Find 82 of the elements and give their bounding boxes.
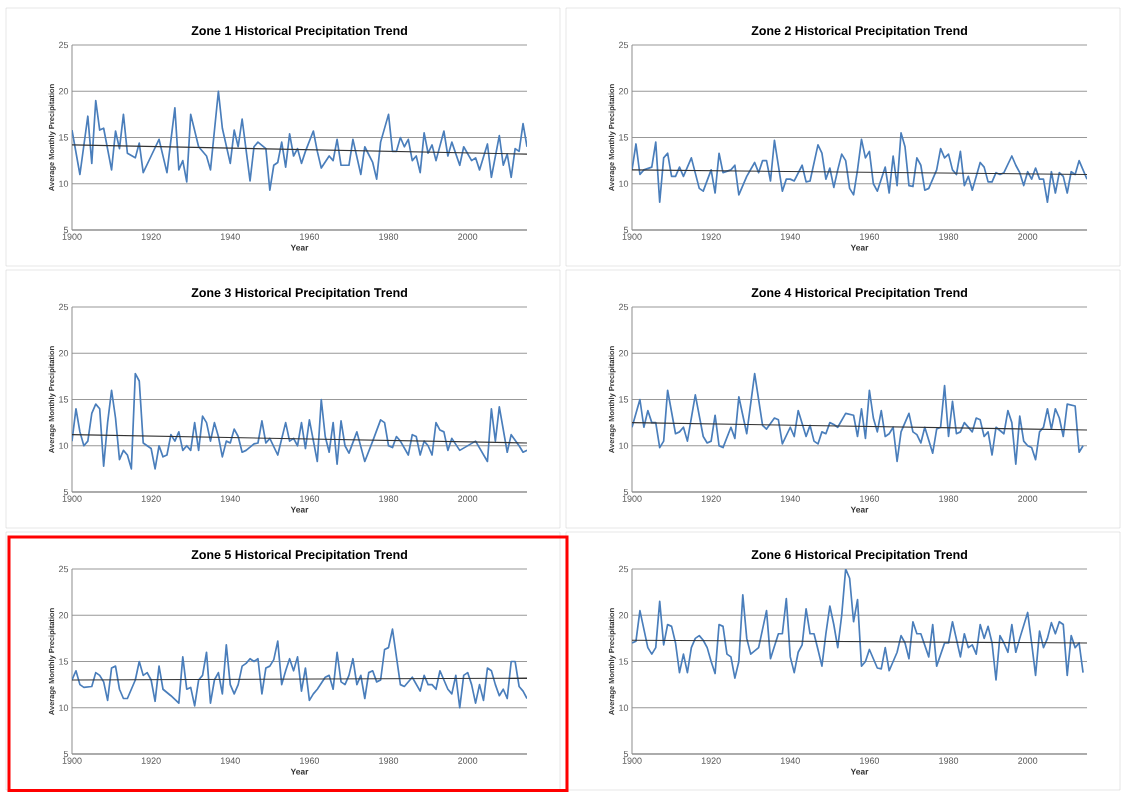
x-tick-label: 1940 [780,233,800,240]
chart-title: Zone 1 Historical Precipitation Trend [191,25,407,38]
x-tick-label: 1920 [701,495,721,502]
y-tick-label: 10 [59,704,69,711]
x-tick-label: 1900 [622,233,642,240]
x-tick-label: 1920 [701,233,721,240]
x-tick-label: 1980 [939,233,959,240]
line-series [72,372,528,470]
y-tick-label: 5 [63,488,69,496]
y-tick-label: 5 [623,750,629,758]
chart-title: Zone 5 Historical Precipitation Trend [191,549,407,562]
y-tick-label: 25 [58,41,69,49]
line-series [632,132,1088,204]
chart-title: Zone 6 Historical Precipitation Trend [751,549,967,562]
y-tick-label: 5 [623,488,629,496]
x-tick-label: 1980 [379,757,399,764]
y-tick-label: 10 [619,704,629,711]
y-tick-label: 25 [618,303,629,311]
y-tick-label: 15 [619,396,629,403]
y-tick-label: 20 [618,88,629,95]
x-axis-title: Year [850,506,869,513]
x-tick-label: 1960 [300,495,320,502]
x-tick-label: 2000 [458,757,478,764]
x-tick-label: 1940 [220,495,240,502]
y-tick-label: 5 [63,226,69,234]
x-tick-label: 1920 [141,233,161,240]
x-tick-label: 1940 [780,495,800,502]
x-tick-label: 1980 [939,495,959,502]
x-tick-label: 1920 [141,495,161,502]
y-tick-label: 15 [59,134,69,141]
x-tick-label: 2000 [1018,495,1038,502]
x-tick-label: 1940 [780,757,800,764]
x-tick-label: 2000 [458,495,478,502]
x-axis-title: Year [290,506,309,513]
x-tick-label: 1980 [379,233,399,240]
x-tick-label: 1960 [300,757,320,764]
y-tick-label: 25 [618,41,629,49]
x-tick-label: 1900 [622,757,642,764]
x-tick-label: 1940 [220,233,240,240]
y-tick-label: 15 [619,658,629,665]
x-tick-label: 1900 [622,495,642,502]
chart-title: Zone 2 Historical Precipitation Trend [751,25,967,38]
x-tick-label: 1920 [141,757,161,764]
x-tick-label: 1960 [860,233,880,240]
y-tick-label: 5 [623,226,629,234]
x-tick-label: 1920 [701,757,721,764]
y-tick-label: 20 [618,350,629,357]
x-tick-label: 2000 [1018,757,1038,764]
x-tick-label: 1980 [939,757,959,764]
chart-title: Zone 4 Historical Precipitation Trend [751,287,967,300]
x-tick-label: 2000 [1018,233,1038,240]
y-tick-label: 20 [58,350,69,357]
y-tick-label: 10 [59,180,69,187]
line-series [72,628,528,709]
y-tick-label: 25 [58,303,69,311]
y-tick-label: 10 [59,442,69,449]
x-tick-label: 1900 [62,233,82,240]
x-tick-label: 1980 [379,495,399,502]
y-tick-label: 20 [58,612,69,619]
y-tick-label: 10 [619,442,629,449]
y-tick-label: 20 [58,88,69,95]
x-tick-label: 1940 [220,757,240,764]
y-tick-label: 15 [59,658,69,665]
x-tick-label: 1960 [860,495,880,502]
x-tick-label: 1960 [300,233,320,240]
x-tick-label: 2000 [458,233,478,240]
x-tick-label: 1900 [62,757,82,764]
line-series [72,90,528,192]
x-tick-label: 1960 [860,757,880,764]
x-axis-title: Year [290,768,309,775]
y-tick-label: 15 [59,396,69,403]
y-tick-label: 25 [58,565,69,573]
y-tick-label: 25 [618,565,629,573]
y-tick-label: 15 [619,134,629,141]
y-tick-label: 10 [619,180,629,187]
x-axis-title: Year [850,244,869,251]
x-tick-label: 1900 [62,495,82,502]
x-axis-title: Year [850,768,869,775]
chart-title: Zone 3 Historical Precipitation Trend [191,287,407,300]
x-axis-title: Year [290,244,309,251]
y-tick-label: 5 [63,750,69,758]
y-tick-label: 20 [618,612,629,619]
